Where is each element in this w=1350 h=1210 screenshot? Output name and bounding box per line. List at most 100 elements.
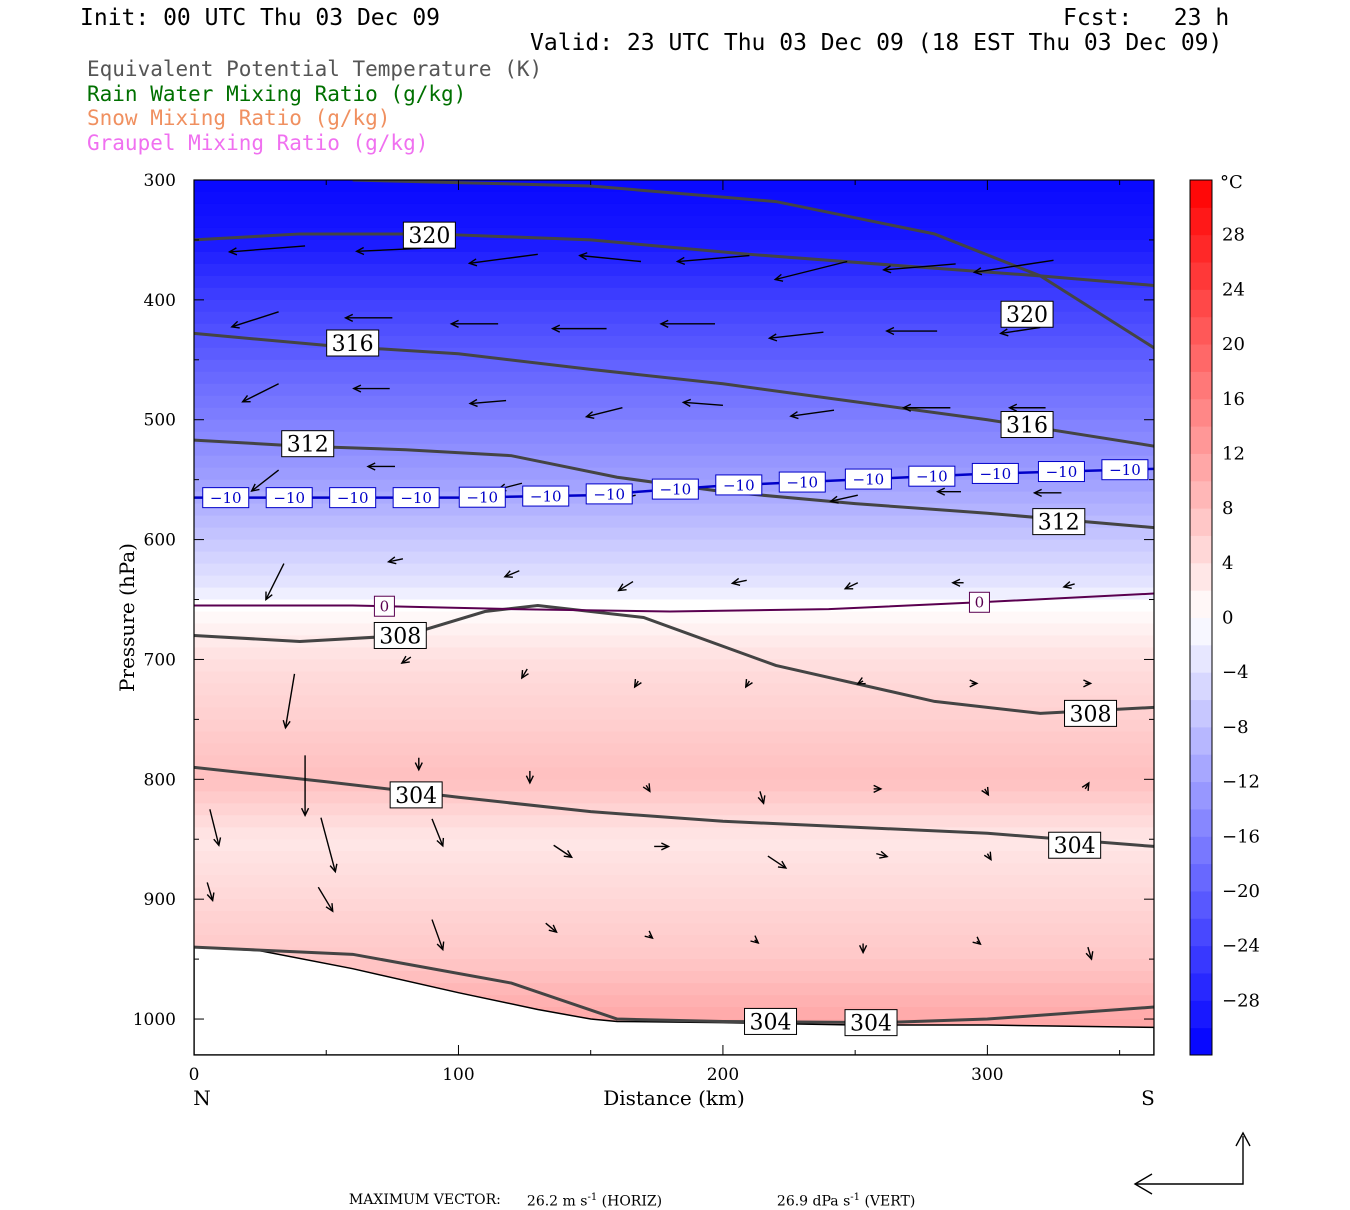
legend-rain-water: Rain Water Mixing Ratio (g/kg): [87, 82, 467, 106]
wind-vector-head: [901, 403, 912, 412]
colorbar-segment: [1190, 535, 1212, 564]
wind-vector-head: [300, 807, 310, 817]
wind-vector-shaft: [1000, 326, 1041, 335]
colorbar-label: −4: [1222, 662, 1249, 683]
minus10-label: −10: [1101, 459, 1149, 481]
wind-vector-head: [525, 775, 534, 785]
theta-e-label: 304: [389, 781, 443, 809]
wind-vector-shaft: [883, 263, 956, 271]
wind-vector: [981, 786, 990, 797]
wind-vector: [843, 582, 859, 590]
wind-vector-shaft: [769, 331, 824, 339]
y-tick-label: 600: [144, 531, 176, 551]
wind-vector: [449, 319, 499, 328]
temperature-band: [194, 839, 1154, 852]
x-axis-label: Distance (km): [603, 1086, 745, 1110]
wind-vector-shaft: [521, 668, 528, 679]
minus10-label: −10: [715, 474, 763, 496]
minus10-label-text: −10: [1046, 463, 1078, 481]
horiz-suffix: (HORIZ): [597, 1193, 663, 1210]
temperature-band: [194, 731, 1154, 744]
minus10-label-text: −10: [979, 465, 1011, 483]
wind-vector: [873, 784, 883, 794]
temperature-band: [194, 539, 1154, 553]
colorbar-label: 8: [1222, 498, 1233, 519]
wind-vector-shaft: [830, 494, 858, 502]
minus10-label-box: [971, 462, 1019, 484]
minus10-label-text: −10: [593, 485, 625, 503]
minus10-label: −10: [329, 487, 377, 509]
wind-vector-head: [750, 935, 760, 944]
wind-vector-head: [206, 892, 215, 902]
wind-vector-head: [882, 265, 892, 274]
wind-vector-head: [983, 851, 992, 862]
wind-vector: [856, 677, 866, 685]
colorbar-segment: [1190, 590, 1212, 618]
wind-vector-shaft: [504, 570, 520, 578]
temperature-band: [194, 803, 1154, 816]
wind-vector-head: [436, 837, 445, 848]
wind-vector-head: [935, 487, 946, 496]
colorbar-segment: [1190, 207, 1212, 236]
colorbar-label: −16: [1222, 826, 1260, 847]
minus10-label-text: −10: [1109, 461, 1141, 479]
footer-vert: 26.9 dPa s-1 (VERT): [768, 1176, 915, 1210]
y-tick-label: 400: [144, 291, 176, 311]
wind-vector-head: [642, 783, 651, 793]
wind-vector-shaft: [790, 409, 835, 417]
wind-vector-shaft: [209, 809, 220, 846]
theta-e-contour: [352, 180, 1154, 350]
wind-vector-head: [468, 398, 478, 408]
wind-vector: [675, 254, 750, 266]
wind-vector: [681, 398, 723, 407]
wind-vector-head: [282, 719, 291, 730]
colorbar-segment: [1190, 316, 1212, 345]
y-tick-label: 900: [144, 890, 176, 910]
colorbar-segment: [1190, 562, 1212, 591]
temperature-band: [194, 647, 1154, 661]
colorbar-segment: [1190, 453, 1212, 482]
minus10-label-box: [1101, 459, 1149, 481]
colorbar-label: 28: [1222, 225, 1245, 246]
wind-vector-head: [856, 677, 866, 685]
wind-vector: [578, 252, 642, 263]
wind-vector: [300, 755, 310, 817]
colorbar-segment: [1190, 262, 1212, 290]
wind-vector-head: [230, 320, 240, 329]
temperature-band: [194, 779, 1154, 792]
colorbar-segment: [1190, 644, 1212, 673]
wind-vector-head: [355, 246, 365, 256]
wind-vector: [1007, 403, 1046, 412]
temperature-band: [194, 935, 1154, 948]
temperature-band: [194, 683, 1154, 697]
wind-vector: [343, 313, 393, 322]
wind-vector-shaft: [229, 245, 306, 253]
wind-vector-shaft: [775, 260, 848, 281]
temperature-band: [194, 587, 1154, 601]
wind-vector: [227, 245, 306, 256]
theta-e-label: 304: [744, 1007, 798, 1035]
wind-vector: [767, 331, 824, 342]
colorbar-segment: [1190, 726, 1212, 755]
theta-e-label-text: 316: [332, 332, 374, 357]
x-tick-label: 200: [707, 1065, 739, 1085]
theta-e-label-box: [1032, 508, 1086, 536]
colorbar-segment: [1190, 918, 1212, 947]
temperature-band: [194, 599, 1154, 613]
wind-vector: [999, 326, 1041, 337]
colorbar-segment: [1190, 617, 1212, 646]
minus10-label-text: −10: [786, 473, 818, 491]
wind-vector: [951, 578, 964, 587]
colorbar-label: 12: [1222, 443, 1245, 464]
zero-label-box: [373, 595, 395, 617]
theta-e-label: 304: [1048, 831, 1102, 859]
temperature-band: [194, 851, 1154, 864]
theta-e-label-text: 312: [1038, 511, 1080, 536]
minus10-label-box: [1037, 461, 1085, 483]
wind-vector-shaft: [431, 818, 444, 847]
wind-vector: [553, 844, 574, 859]
wind-vector: [617, 580, 634, 592]
wind-vector-head: [400, 655, 410, 664]
wind-vector-shaft: [317, 886, 334, 912]
temperature-band: [194, 719, 1154, 732]
